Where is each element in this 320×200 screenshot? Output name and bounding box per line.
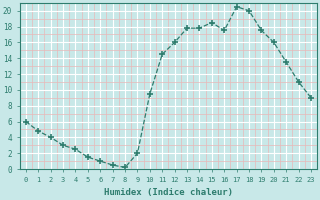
X-axis label: Humidex (Indice chaleur): Humidex (Indice chaleur) — [104, 188, 233, 197]
